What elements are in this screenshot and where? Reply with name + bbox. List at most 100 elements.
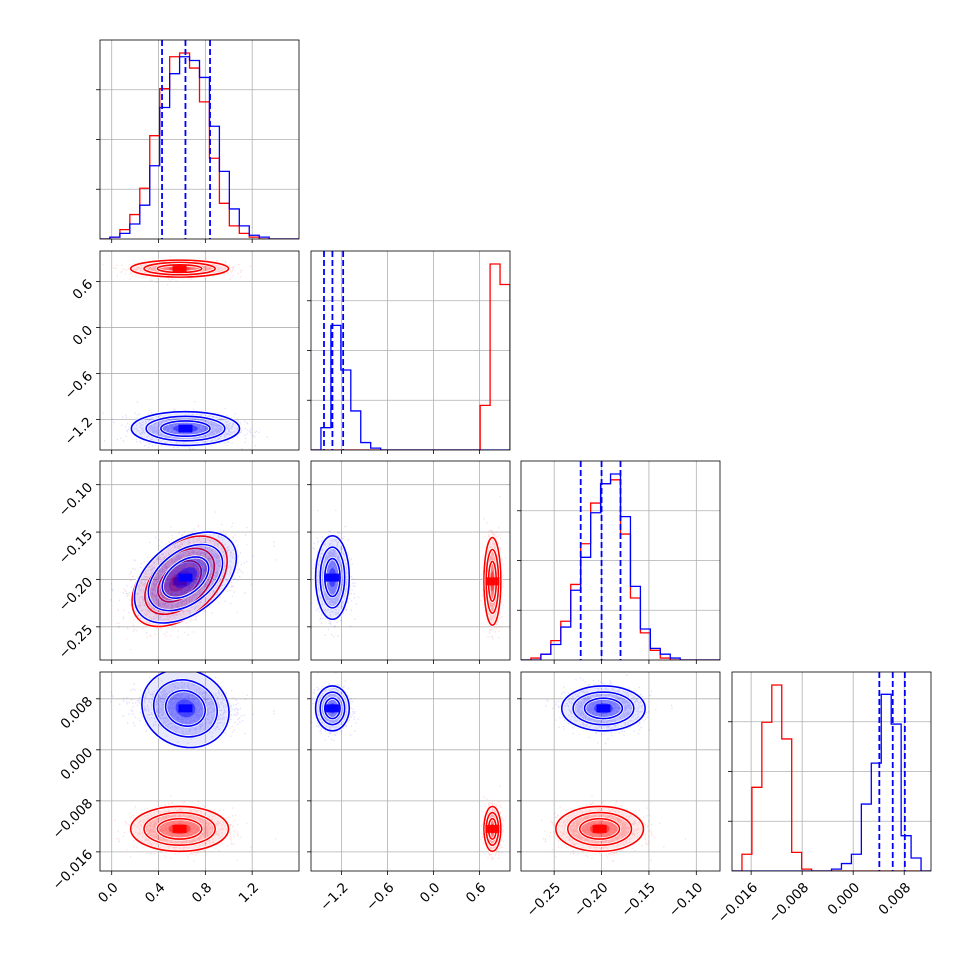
density-core-series-1 bbox=[178, 424, 193, 433]
panel-frame bbox=[99, 250, 300, 451]
y-tick-label: −0.016 bbox=[50, 847, 97, 894]
contour-series-0 bbox=[143, 261, 216, 276]
histogram-0-series-0 bbox=[100, 52, 299, 239]
contour-series-1 bbox=[560, 685, 646, 732]
contour-series-1 bbox=[314, 535, 351, 621]
density-core-series-0 bbox=[172, 264, 187, 273]
contour-series-1 bbox=[152, 679, 218, 738]
scatter-points-series-0 bbox=[541, 795, 687, 863]
histogram-3-series-1 bbox=[732, 693, 931, 871]
panel-frame bbox=[520, 460, 721, 661]
panel-1-0 bbox=[96, 250, 300, 454]
contour-series-1 bbox=[323, 697, 341, 720]
contour-series-1 bbox=[572, 691, 635, 726]
histogram-0-series-1 bbox=[100, 56, 299, 239]
scatter-dots bbox=[114, 795, 277, 863]
panel-frame bbox=[310, 671, 511, 872]
density-core-series-1 bbox=[178, 573, 193, 582]
y-tick-label: 0.0 bbox=[70, 322, 97, 349]
contour-series-0 bbox=[129, 259, 230, 278]
hist-area bbox=[521, 461, 720, 660]
panel-3-0 bbox=[96, 671, 300, 875]
histogram-2-series-1 bbox=[521, 473, 720, 660]
panel-0-0 bbox=[96, 39, 300, 243]
x-tick-label: −0.10 bbox=[666, 880, 707, 921]
contour-series-1 bbox=[145, 415, 226, 442]
contour-series-0 bbox=[143, 811, 216, 847]
x-tick-label: 1.2 bbox=[236, 880, 263, 907]
hist-area bbox=[100, 40, 299, 239]
contour-series-1 bbox=[130, 410, 241, 447]
x-tick-label: −0.016 bbox=[714, 880, 761, 927]
x-tick-label: 0.0 bbox=[95, 880, 122, 907]
y-tick-label: −0.15 bbox=[56, 527, 97, 568]
contour-series-0 bbox=[555, 805, 645, 853]
contour-series-1 bbox=[319, 546, 346, 609]
x-tick-label: −0.20 bbox=[571, 880, 612, 921]
y-tick-label: 0.6 bbox=[70, 276, 97, 303]
hist-area bbox=[732, 672, 931, 871]
y-tick-label: 0.000 bbox=[58, 745, 97, 784]
x-tick-label: 0.008 bbox=[876, 880, 915, 919]
y-tick-label: −0.20 bbox=[56, 574, 97, 615]
scatter-area bbox=[311, 672, 507, 861]
contour-series-0 bbox=[129, 805, 230, 853]
x-tick-label: 0.8 bbox=[189, 880, 216, 907]
panel-frame bbox=[310, 460, 511, 661]
y-tick-label: −0.6 bbox=[62, 368, 96, 402]
panel-frame bbox=[99, 671, 300, 872]
contour-series-0 bbox=[483, 805, 502, 853]
panel-2-0 bbox=[96, 460, 300, 664]
x-tick-label: −0.6 bbox=[363, 880, 397, 914]
contour-series-0 bbox=[156, 817, 203, 840]
y-tick-label: 0.008 bbox=[58, 694, 97, 733]
panel-3-3 bbox=[728, 671, 932, 875]
scatter-area bbox=[311, 496, 507, 640]
density-core-series-1 bbox=[596, 704, 611, 713]
scatter-dots bbox=[541, 795, 687, 863]
contour-series-1 bbox=[164, 689, 207, 727]
density-core-series-0 bbox=[485, 824, 500, 833]
contour-series-1 bbox=[323, 557, 341, 598]
panel-3-1 bbox=[307, 671, 511, 875]
contour-series-1 bbox=[147, 543, 224, 612]
x-tick-label: 0.000 bbox=[825, 880, 864, 919]
scatter-dots bbox=[311, 509, 359, 638]
scatter-points-series-1 bbox=[311, 509, 359, 638]
x-tick-label: −0.15 bbox=[618, 880, 659, 921]
density-core-series-1 bbox=[178, 704, 193, 713]
x-tick-label: 0.4 bbox=[142, 880, 169, 907]
contour-series-1 bbox=[319, 691, 346, 726]
contour-series-1 bbox=[133, 531, 238, 624]
x-tick-label: 0.6 bbox=[463, 880, 490, 907]
panel-frame bbox=[99, 460, 300, 661]
panel-frame bbox=[520, 671, 721, 872]
contour-series-0 bbox=[483, 536, 502, 626]
x-tick-label: −0.25 bbox=[524, 880, 565, 921]
contour-series-1 bbox=[141, 672, 230, 749]
panel-1-1 bbox=[307, 250, 511, 454]
contour-series-0 bbox=[578, 817, 621, 840]
panel-frame bbox=[310, 250, 511, 451]
histogram-1-series-0 bbox=[311, 263, 510, 450]
contour-series-1 bbox=[160, 420, 211, 438]
histogram-1-series-1 bbox=[311, 324, 510, 450]
y-tick-label: −1.2 bbox=[62, 414, 96, 448]
scatter-area bbox=[110, 511, 277, 651]
panel-2-2 bbox=[517, 460, 721, 664]
contour-series-1 bbox=[583, 697, 624, 720]
y-tick-label: −0.25 bbox=[56, 622, 97, 663]
contour-series-1 bbox=[314, 685, 351, 732]
density-core-series-1 bbox=[325, 573, 340, 582]
contour-series-0 bbox=[567, 811, 633, 847]
histogram-3-series-0 bbox=[732, 684, 931, 871]
x-tick-label: −0.008 bbox=[766, 880, 813, 927]
y-tick-label: −0.10 bbox=[56, 480, 97, 521]
x-tick-label: 0.0 bbox=[417, 880, 444, 907]
density-core-series-1 bbox=[325, 704, 340, 713]
scatter-points-series-0 bbox=[114, 795, 277, 863]
panel-2-1 bbox=[307, 460, 511, 664]
panel-frame bbox=[731, 671, 932, 872]
scatter-area bbox=[102, 256, 268, 450]
